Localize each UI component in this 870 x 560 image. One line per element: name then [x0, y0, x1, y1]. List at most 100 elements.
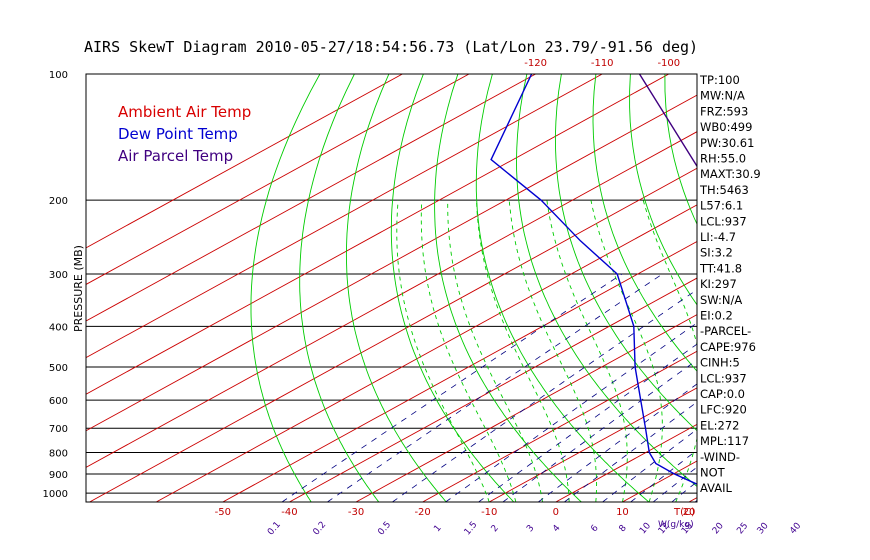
index-label: SI:3.2	[700, 246, 733, 260]
pressure-tick-label: 200	[49, 196, 68, 207]
isotherm-line	[86, 74, 603, 359]
moist-adiabat-line	[420, 200, 517, 502]
pressure-tick-label: 500	[49, 363, 68, 374]
dewpoint-temperature-line	[490, 74, 697, 486]
dry-adiabat-line	[299, 74, 380, 502]
index-label: -PARCEL-	[700, 324, 751, 338]
index-label: TT:41.8	[699, 261, 742, 275]
moist-adiabat-line	[642, 200, 697, 502]
moist-adiabat-line	[809, 200, 870, 502]
isotherm-line	[756, 74, 870, 502]
dry-adiabat-line	[250, 74, 321, 502]
index-label: KI:297	[700, 277, 737, 291]
mixing-ratio-line	[750, 274, 870, 502]
index-label: LCL:937	[700, 214, 747, 228]
mixing-ratio-tick-label: 0.5	[376, 520, 393, 537]
mixing-ratio-line	[726, 274, 870, 502]
mixing-ratio-tick-label: 0.1	[266, 520, 283, 537]
legend-item-label: Air Parcel Temp	[118, 147, 233, 165]
pressure-tick-label: 900	[49, 470, 68, 481]
top-temperature-tick-label: -120	[524, 58, 547, 69]
dry-adiabat-line	[664, 74, 697, 226]
mixing-ratio-line	[652, 466, 697, 502]
bottom-temperature-tick-label: -30	[348, 507, 364, 518]
dry-adiabat-line	[516, 74, 697, 488]
isotherm-line	[86, 94, 697, 432]
isotherm-line	[86, 74, 670, 395]
index-label: PW:30.61	[700, 136, 754, 150]
legend-item-label: Dew Point Temp	[118, 125, 238, 143]
bottom-temperature-tick-label: 20	[683, 507, 696, 518]
moist-adiabat-line	[508, 200, 598, 502]
mixing-ratio-line	[478, 343, 697, 502]
isotherm-line	[86, 74, 470, 285]
index-label: L57:6.1	[700, 199, 743, 213]
index-label: TP:100	[699, 73, 740, 87]
isotherm-line	[86, 74, 536, 322]
mixing-ratio-tick-label: 3	[525, 523, 536, 534]
top-temperature-tick-label: -110	[591, 58, 614, 69]
bottom-temperature-tick-label: -40	[281, 507, 297, 518]
moist-adiabat-line	[546, 200, 628, 502]
mixing-ratio-tick-label: 2	[490, 523, 501, 534]
y-axis-title: PRESSURE (MB)	[72, 245, 85, 332]
index-label: SW:N/A	[700, 293, 742, 307]
bottom-temperature-tick-label: -50	[215, 507, 231, 518]
isotherm-line	[155, 204, 697, 502]
dry-adiabat-line	[475, 74, 650, 502]
mixing-ratio-line	[502, 359, 697, 502]
cape-shading	[746, 259, 814, 482]
index-label: CINH:5	[700, 356, 740, 370]
mixing-ratio-line	[538, 383, 697, 502]
pressure-tick-label: 800	[49, 449, 68, 460]
isotherm-line	[422, 350, 697, 502]
mixing-ratio-tick-label: 10	[638, 521, 653, 536]
bottom-temperature-tick-label: 0	[553, 507, 559, 518]
mixing-ratio-tick-label: 25	[735, 521, 750, 536]
plot-frame	[85, 73, 698, 503]
index-label: WB0:499	[700, 120, 752, 134]
pressure-tick-label: 100	[49, 70, 68, 81]
dry-adiabat-line	[768, 74, 870, 502]
dry-adiabat-line	[390, 74, 515, 502]
moist-adiabat-line	[396, 200, 490, 502]
index-label: -WIND-	[700, 450, 740, 464]
pressure-tick-label: 1000	[43, 489, 68, 500]
pressure-tick-label: 400	[49, 322, 68, 333]
mixing-ratio-line	[327, 273, 663, 502]
mixing-ratio-line	[630, 449, 697, 502]
mixing-ratio-tick-label: 40	[788, 521, 803, 536]
mixing-ratio-tick-label: 0.2	[311, 520, 328, 537]
mixing-ratio-tick-label: 8	[618, 523, 630, 534]
dry-adiabat-line	[345, 74, 447, 502]
mixing-ratio-line	[602, 428, 697, 502]
index-label: LFC:920	[700, 403, 747, 417]
index-label: MW:N/A	[700, 89, 745, 103]
mixing-ratio-line	[564, 401, 697, 502]
dry-adiabat-line	[554, 74, 697, 432]
temperature-unit-label: T(C)	[673, 507, 695, 518]
pressure-tick-label: 700	[49, 424, 68, 435]
isotherm-line	[822, 74, 870, 502]
index-label: NOT	[700, 466, 726, 480]
moist-adiabat-line	[476, 200, 570, 502]
index-label: CAPE:976	[700, 340, 756, 354]
legend-item-label: Ambient Air Temp	[118, 103, 251, 121]
mixing-ratio-tick-label: 1	[432, 523, 443, 534]
isotherm-line	[355, 314, 697, 502]
index-label: EL:272	[700, 418, 740, 432]
index-label: MPL:117	[700, 434, 749, 448]
grid-lines	[86, 74, 870, 502]
mixing-ratio-line	[281, 273, 623, 502]
bottom-temperature-tick-label: -20	[414, 507, 430, 518]
isotherm-line	[488, 387, 697, 502]
mixing-ratio-tick-label: 20	[711, 521, 726, 536]
chart-title: AIRS SkewT Diagram 2010-05-27/18:54:56.7…	[84, 38, 698, 56]
dry-adiabat-line	[592, 74, 697, 372]
isotherm-line	[289, 277, 697, 502]
legend: Ambient Air Temp Dew Point Temp Air Parcel…	[118, 103, 251, 165]
moist-adiabat-line	[782, 200, 870, 502]
